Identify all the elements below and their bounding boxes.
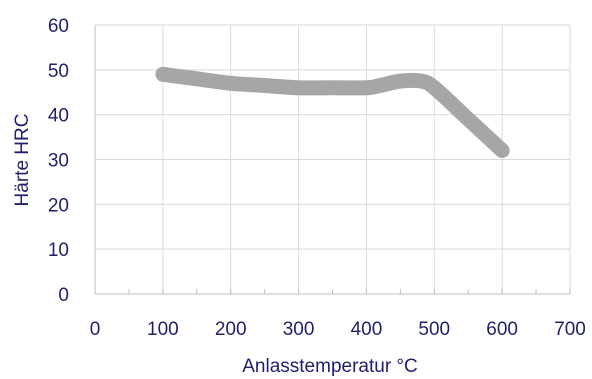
x-tick-label: 200 xyxy=(215,319,247,340)
series-line xyxy=(155,66,510,159)
x-tick-label: 600 xyxy=(486,319,518,340)
y-tick-label: 50 xyxy=(48,61,69,82)
y-tick-label: 60 xyxy=(48,16,69,37)
y-tick-label: 10 xyxy=(48,240,69,261)
y-axis-title: Härte HRC xyxy=(12,114,33,207)
x-axis-title: Anlasstemperatur °C xyxy=(242,356,418,377)
y-tick-label: 30 xyxy=(48,151,69,172)
x-tick-label: 300 xyxy=(283,319,315,340)
x-tick-label: 400 xyxy=(351,319,383,340)
x-tick-label: 500 xyxy=(418,319,450,340)
grid-lines xyxy=(95,24,571,294)
x-tick-label: 100 xyxy=(147,319,179,340)
series-layer xyxy=(155,66,510,159)
y-tick-label: 0 xyxy=(58,285,69,306)
y-tick-label: 20 xyxy=(48,195,69,216)
y-tick-label: 40 xyxy=(48,106,69,127)
x-tick-label: 0 xyxy=(90,319,101,340)
axes xyxy=(94,25,571,295)
x-tick-label: 700 xyxy=(554,319,586,340)
